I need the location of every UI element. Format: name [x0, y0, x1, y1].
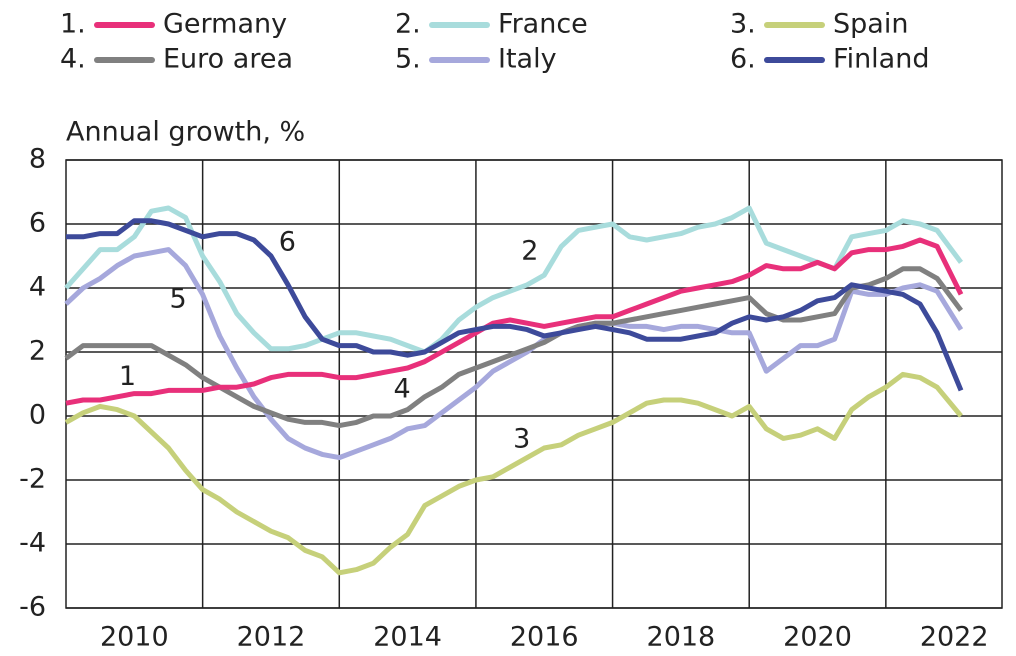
y-tick-label: 0 — [29, 400, 46, 431]
y-axis-label: Annual growth, % — [66, 117, 305, 148]
x-tick-label: 2022 — [920, 622, 989, 653]
annotation: 1 — [119, 361, 136, 392]
x-tick-label: 2012 — [237, 622, 306, 653]
x-tick-label: 2014 — [373, 622, 442, 653]
y-tick-label: -6 — [19, 592, 46, 623]
series-line — [65, 237, 964, 406]
y-tick-label: 4 — [29, 272, 46, 303]
y-tick-label: 8 — [29, 144, 46, 175]
annotation: 5 — [169, 283, 186, 314]
x-tick-label: 2010 — [100, 622, 169, 653]
y-tick-label: 2 — [29, 336, 46, 367]
x-tick-label: 2018 — [647, 622, 716, 653]
legend-label: Finland — [833, 44, 929, 75]
legend-label: Italy — [498, 44, 557, 75]
legend-label: France — [498, 9, 588, 40]
plot-frame — [65, 159, 1003, 609]
x-tick-label: 2020 — [783, 622, 852, 653]
annotation: 4 — [394, 374, 411, 405]
series-line — [64, 266, 964, 429]
legend-key: 6. — [730, 44, 756, 75]
legend-label: Spain — [833, 9, 908, 40]
series-line — [64, 205, 964, 355]
y-tick-label: 6 — [29, 208, 46, 239]
series-line — [66, 218, 964, 392]
legend-label: Euro area — [163, 44, 293, 75]
legend-key: 3. — [730, 9, 756, 40]
series-line — [64, 247, 964, 461]
legend-key: 1. — [60, 9, 86, 40]
annotation: 2 — [521, 235, 538, 266]
legend-key: 2. — [395, 9, 421, 40]
x-tick-label: 2016 — [510, 622, 579, 653]
legend-key: 4. — [60, 44, 86, 75]
annotation: 3 — [513, 424, 530, 455]
legend-key: 5. — [395, 44, 421, 75]
y-tick-label: -2 — [19, 464, 46, 495]
annotation: 6 — [279, 226, 296, 257]
series-line — [64, 371, 963, 576]
y-tick-label: -4 — [19, 528, 46, 559]
legend-label: Germany — [163, 9, 287, 40]
